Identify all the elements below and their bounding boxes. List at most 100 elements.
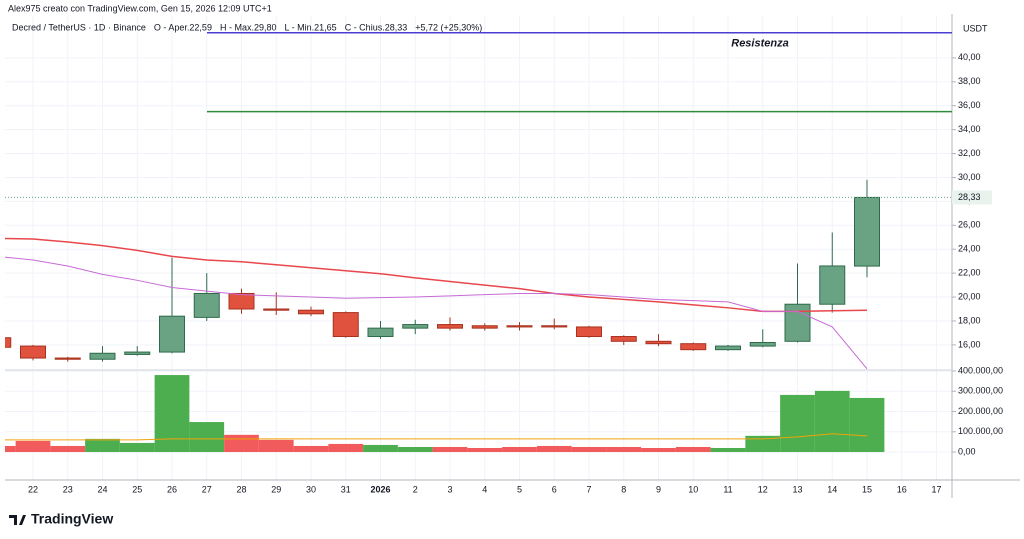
x-tick-label: 22 [28,484,38,494]
candle-body [749,341,776,347]
candle-body [541,325,568,328]
y-tick-label: 34,00 [958,124,981,134]
volume-bar [363,444,398,453]
x-tick-label: 2026 [370,484,390,494]
y2-tick-label: 100.000,00 [958,426,1003,436]
logo-icon [9,515,26,525]
candle-body [89,352,116,360]
candle-body [854,196,880,267]
logo[interactable]: TradingView [9,511,113,527]
candle-body [506,325,533,328]
x-tick-label: 24 [97,484,107,494]
y-tick-label: 40,00 [958,52,981,62]
y-tick-label: 32,00 [958,148,981,158]
candle-body [784,303,811,342]
y-tick-label: 16,00 [958,339,981,349]
volume-bar [745,435,781,453]
y-tick-label: 20,00 [958,291,981,301]
x-tick-label: 28 [236,484,246,494]
volume-bar [675,446,711,453]
x-tick-label: 7 [586,484,591,494]
volume-bar [85,438,120,453]
volume-bar [328,443,364,453]
y-tick-label: 38,00 [958,76,981,86]
candle-body [576,326,602,338]
y-tick-label: 26,00 [958,220,981,230]
y-tick-label: 22,00 [958,268,981,278]
candle-body [159,315,185,353]
moving-average [5,433,868,441]
x-tick-label: 16 [897,484,907,494]
y2-tick-label: 300.000,00 [958,386,1003,396]
candle-body [680,343,707,351]
volume-bar [119,442,155,453]
candle-body [263,308,290,311]
x-tick-label: 23 [63,484,73,494]
symbol: Decred / TetherUS · 1D · Binance [12,22,146,32]
volume-bar [50,445,86,453]
candle-body [228,292,255,310]
credit: Alex975 creato con TradingView.com, Gen … [8,3,272,13]
x-tick-label: 12 [758,484,768,494]
legend-value: O ‑ Aper.22,59 [154,22,212,32]
candle-body [193,292,220,318]
x-tick-label: 25 [132,484,142,494]
logo-text: TradingView [31,511,113,527]
x-tick-label: 3 [447,484,452,494]
candle-body [437,324,463,329]
y-tick-label: 24,00 [958,244,981,254]
volume-bar [293,445,329,453]
x-tick-label: 8 [621,484,626,494]
volume-bar [502,446,537,453]
last-price-tag [952,190,992,205]
x-tick-label: 13 [792,484,802,494]
candle-body [20,345,46,359]
candle-body [124,351,151,355]
x-tick-label: 15 [862,484,872,494]
legend-value: H ‑ Max.29,80 [220,22,277,32]
volume-bar [189,422,225,453]
volume-bar [467,447,503,453]
legend-value: L ‑ Min.21,65 [284,22,336,32]
volume-bar [258,439,294,453]
candle-body [819,265,846,305]
y2-tick-label: 200.000,00 [958,406,1003,416]
x-tick-label: 5 [517,484,522,494]
y-tick-label: 30,00 [958,172,981,182]
y2-tick-label: 0,00 [958,446,976,456]
y2-tick-label: 400.000,00 [958,365,1003,375]
candle-body [610,336,637,342]
x-tick-label: 2 [413,484,418,494]
x-tick-label: 14 [827,484,837,494]
candle-body [54,357,81,360]
volume-bar [571,446,607,453]
legend-value: +5,72 (+25,30%) [415,22,482,32]
volume-bar [224,434,259,453]
x-tick-label: 6 [552,484,557,494]
volume-bar [536,445,572,453]
x-tick-label: 17 [931,484,941,494]
candle-body [471,325,498,329]
candle-body [367,327,394,338]
volume-bar [814,390,850,453]
candle-body [332,312,359,338]
volume-bar [15,440,51,453]
last-price-label: 28,33 [958,192,981,202]
x-tick-label: 9 [656,484,661,494]
moving-average [5,237,868,313]
legend-value: C ‑ Chius.28,33 [345,22,408,32]
candle-body [402,324,429,329]
x-tick-label: 4 [482,484,487,494]
x-tick-label: 27 [202,484,212,494]
level-label: Resistenza [731,38,788,50]
candle-body [298,309,324,315]
x-tick-label: 29 [271,484,281,494]
moving-average [5,256,868,370]
candle-body [715,345,741,351]
volume-bar [849,397,885,453]
candle-body [645,340,672,345]
x-tick-label: 10 [688,484,698,494]
currency: USDT [963,23,988,33]
